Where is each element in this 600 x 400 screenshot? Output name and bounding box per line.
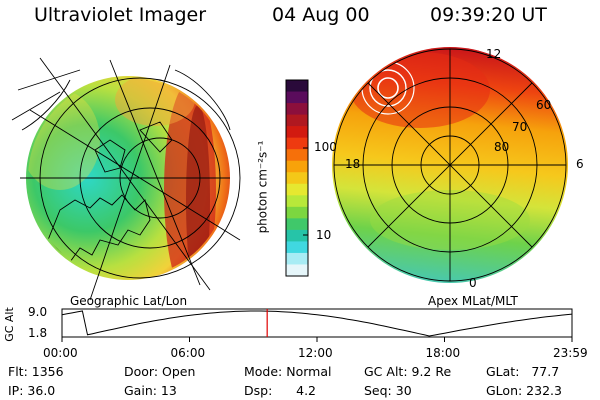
geographic-caption: Geographic Lat/Lon — [70, 294, 188, 308]
mlat-label-60: 60 — [536, 98, 552, 112]
info-mode: Mode: Normal — [244, 364, 332, 379]
time-label: 09:39:20 UT — [430, 4, 547, 26]
mlt-label-0: 0 — [469, 276, 477, 290]
colorbar-swatch — [286, 218, 308, 231]
colorbar-swatch — [286, 229, 308, 243]
colorbar-swatch — [286, 103, 308, 116]
info-glat: GLat: 77.7 — [486, 364, 560, 379]
info-dsp: Dsp: 4.2 — [244, 383, 317, 398]
colorbar-swatch — [286, 126, 308, 139]
altitude-xtick-label: 12:00 — [298, 346, 333, 360]
mlt-label-12: 12 — [486, 47, 502, 61]
altitude-xtick-label: 00:00 — [43, 346, 78, 360]
altitude-xtick-label: 23:59 — [553, 346, 588, 360]
colorbar-swatch — [286, 149, 308, 162]
info-seq: Seq: 30 — [364, 383, 412, 398]
geographic-grid — [11, 57, 241, 301]
colorbar-swatch — [286, 241, 308, 254]
colorbar-swatch — [286, 137, 308, 150]
info-flt: Flt: 1356 — [8, 364, 64, 379]
colorbar — [285, 79, 309, 277]
altitude-plot — [61, 308, 573, 342]
colorbar-swatch — [286, 206, 308, 219]
info-ip: IP: 36.0 — [8, 383, 56, 398]
colorbar-tick-10: 10 — [316, 228, 332, 242]
info-gcalt: GC Alt: 9.2 Re — [364, 364, 452, 379]
altitude-xtick-label: 18:00 — [425, 346, 461, 360]
colorbar-swatch — [286, 114, 308, 127]
altitude-xtick-label: 06:00 — [170, 346, 206, 360]
altitude-ylabel: GC Alt — [2, 307, 16, 342]
mlt-label-18: 18 — [345, 157, 361, 171]
colorbar-swatch — [286, 195, 308, 208]
altitude-ytick-9: 9.0 — [28, 305, 48, 319]
apex-caption: Apex MLat/MLT — [428, 294, 518, 308]
colorbar-swatch — [286, 183, 308, 196]
mlat-label-70: 70 — [512, 120, 528, 134]
polar-grid — [333, 48, 567, 282]
apex-mlat-mlt-image — [332, 47, 568, 283]
colorbar-swatch — [286, 264, 308, 277]
mlat-label-80: 80 — [494, 140, 510, 154]
colorbar-swatch — [286, 172, 308, 185]
info-door: Door: Open — [124, 364, 196, 379]
colorbar-swatch — [286, 80, 308, 93]
info-glon: GLon: 232.3 — [486, 383, 562, 398]
colorbar-unit-label: photon cm⁻²s⁻¹ — [255, 140, 270, 234]
geographic-image — [11, 57, 241, 301]
colorbar-tick-100: 100 — [314, 140, 337, 154]
mlt-label-6: 6 — [576, 157, 584, 171]
colorbar-swatch — [286, 160, 308, 173]
colorbar-swatch — [286, 252, 308, 266]
app-title: Ultraviolet Imager — [34, 4, 207, 26]
colorbar-swatch — [286, 91, 308, 104]
info-gain: Gain: 13 — [124, 383, 177, 398]
altitude-ytick-1-8: 1.8 — [28, 326, 48, 340]
date-label: 04 Aug 00 — [272, 4, 370, 26]
